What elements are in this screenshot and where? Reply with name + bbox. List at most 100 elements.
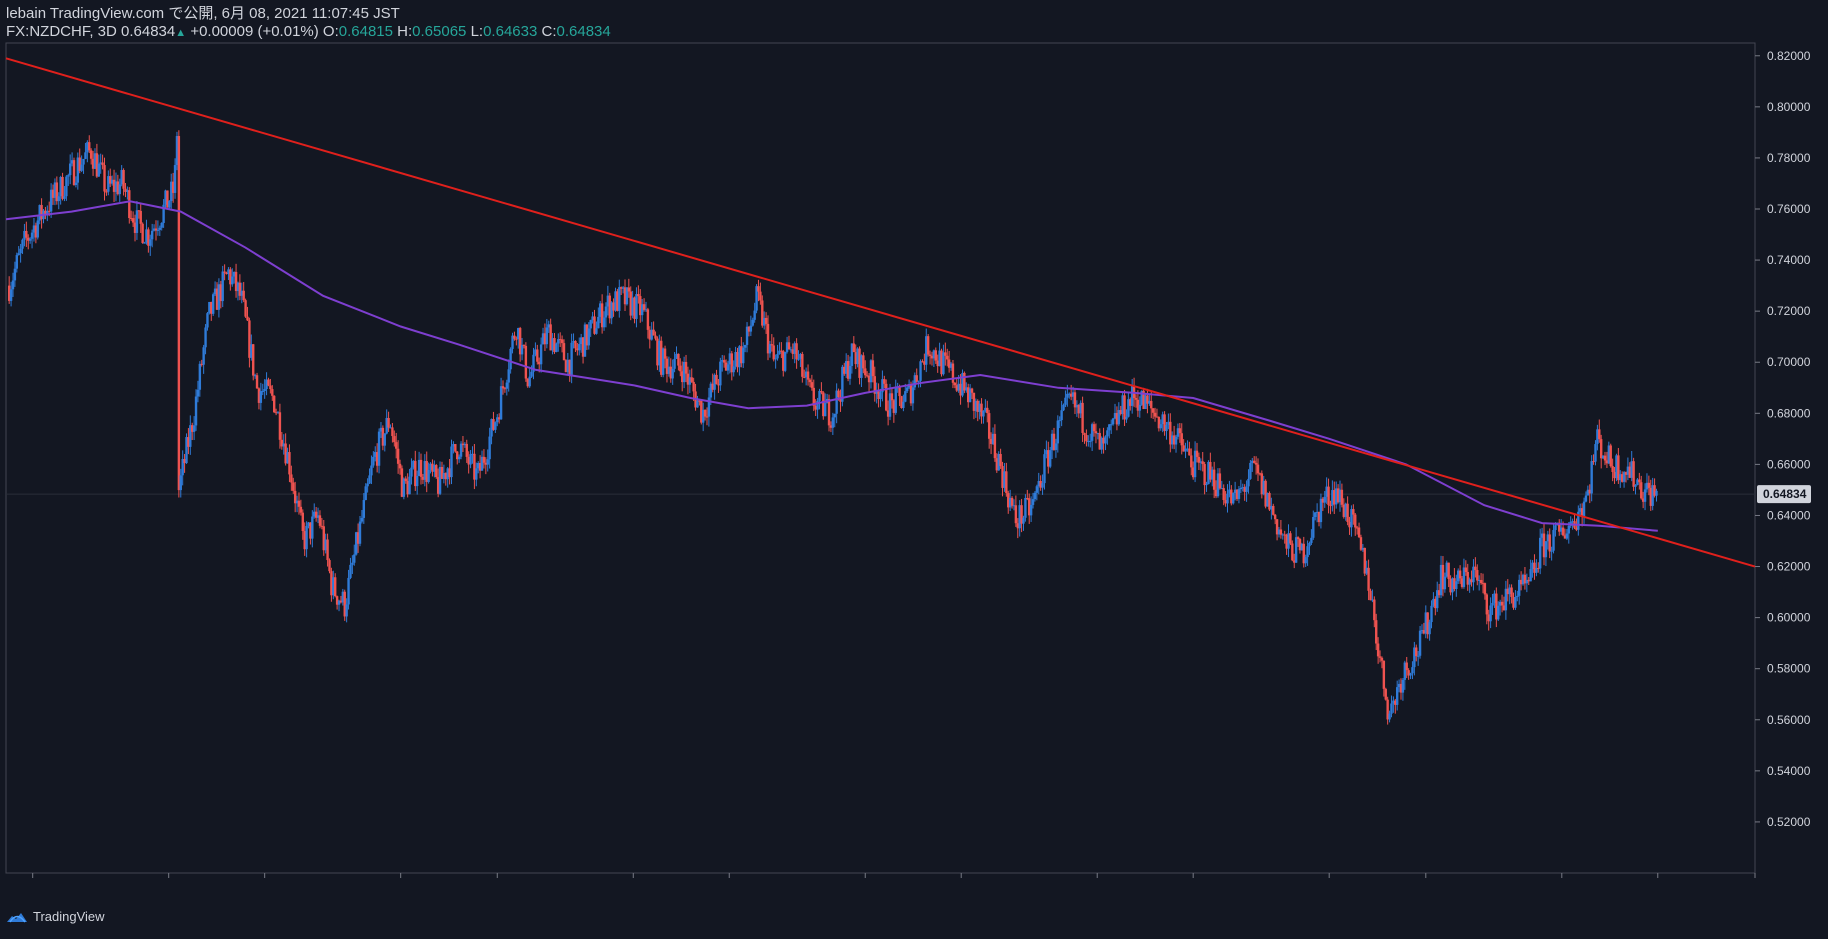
candle-body <box>1130 385 1134 406</box>
candle-body <box>1108 424 1111 431</box>
candle-body <box>385 417 388 434</box>
candle-body <box>633 297 636 319</box>
candle-body <box>1432 598 1435 606</box>
candle-body <box>23 230 26 240</box>
candle-body <box>1443 576 1447 590</box>
candle-body <box>1628 466 1631 478</box>
candle-body <box>520 344 524 355</box>
candle-body <box>1407 670 1410 676</box>
price-chart[interactable]: 0.82000 0.80000 0.78000 0.76000 0.74000 0.720… <box>0 0 1828 880</box>
candle-body <box>1314 512 1317 518</box>
candle-body <box>568 359 571 375</box>
candle-body <box>68 163 72 176</box>
candle-body <box>1380 657 1384 661</box>
candle-body <box>783 351 787 371</box>
candle-body <box>480 456 484 471</box>
candle-body <box>345 604 348 617</box>
candle-body <box>1169 421 1172 445</box>
candle-body <box>1415 647 1418 657</box>
candle-body <box>318 515 322 526</box>
candle-body <box>261 390 264 392</box>
candle-body <box>803 376 806 378</box>
candle-body <box>152 228 156 231</box>
candle-body <box>1491 602 1494 606</box>
candle-body <box>1580 508 1584 518</box>
candle-body <box>1232 493 1235 504</box>
candle-body <box>1401 679 1405 693</box>
candle-body <box>1516 595 1519 597</box>
candle-body <box>379 427 383 432</box>
candle-body <box>408 476 411 495</box>
candle-body <box>761 300 764 326</box>
candle-body <box>135 210 139 233</box>
candle-body <box>36 220 39 238</box>
candle-body <box>276 412 280 414</box>
candle-body <box>822 392 825 417</box>
candle-body <box>236 282 240 292</box>
chart-header: lebain TradingView.com で公開, 6月 08, 2021 … <box>6 5 611 41</box>
candle-body <box>1146 395 1149 404</box>
candle-body <box>951 363 955 383</box>
candle-body <box>1298 539 1302 551</box>
candle-body <box>1266 492 1269 507</box>
candle-body <box>560 339 564 344</box>
candle-body <box>469 454 472 465</box>
candle-body <box>349 564 352 578</box>
candle-body <box>28 238 32 241</box>
last-price: 0.64834 <box>121 23 176 40</box>
candle-body <box>1254 462 1258 465</box>
candle-body <box>1251 460 1254 463</box>
candle-body <box>1365 567 1368 574</box>
candle-body <box>648 329 651 340</box>
candle-body <box>812 387 815 406</box>
brand-name: TradingView <box>33 909 105 924</box>
candle-body <box>963 372 966 391</box>
candle-body <box>438 466 442 494</box>
candle-body <box>1540 533 1544 538</box>
candle-body <box>1588 489 1591 494</box>
candle-body <box>1626 466 1630 475</box>
candle-body <box>898 387 901 397</box>
candle-body <box>1127 399 1130 417</box>
trendline[interactable] <box>5 57 1756 568</box>
candle-body <box>61 176 64 199</box>
symbol-name[interactable]: FX:NZDCHF, 3D <box>6 23 117 40</box>
candle-body <box>454 444 457 452</box>
candle-body <box>1584 495 1588 502</box>
candle-body <box>862 355 865 369</box>
candle-body <box>701 409 705 423</box>
candle-body <box>295 500 299 504</box>
candle-body <box>101 162 104 166</box>
candle-body <box>1138 404 1141 411</box>
candle-body <box>1579 508 1582 512</box>
candle-body <box>486 459 489 465</box>
time-axis[interactable]: 6月20156月20166月20176月20186月20196月20206月20… <box>23 873 1767 880</box>
candle-body <box>715 374 718 385</box>
candle-body <box>925 336 928 365</box>
candle-body <box>801 353 804 377</box>
price-axis[interactable]: 0.82000 0.80000 0.78000 0.76000 0.74000 0.720… <box>1755 49 1811 829</box>
candle-body <box>682 361 686 383</box>
candle-body <box>1037 480 1040 487</box>
candle-body <box>625 287 629 305</box>
candle-body <box>442 472 446 479</box>
candle-body <box>208 301 211 314</box>
candle-body <box>864 368 867 376</box>
candle-body <box>1001 466 1004 488</box>
candle-body <box>742 347 745 364</box>
candle-body <box>282 443 285 447</box>
candle-body <box>774 358 777 360</box>
price-tick-label: 0.82000 <box>1767 49 1811 63</box>
candle-body <box>1561 527 1565 536</box>
candle-body <box>526 378 529 387</box>
candle-body <box>347 577 350 605</box>
candle-body <box>27 237 30 241</box>
candle-body <box>936 360 939 367</box>
price-tick-label: 0.68000 <box>1767 406 1811 420</box>
candle-body <box>1209 461 1212 480</box>
candle-body <box>360 517 364 522</box>
candle-body <box>961 372 964 396</box>
trendline-layer[interactable] <box>5 57 1756 568</box>
candle-body <box>549 324 552 351</box>
footer[interactable]: TradingView <box>6 909 105 924</box>
